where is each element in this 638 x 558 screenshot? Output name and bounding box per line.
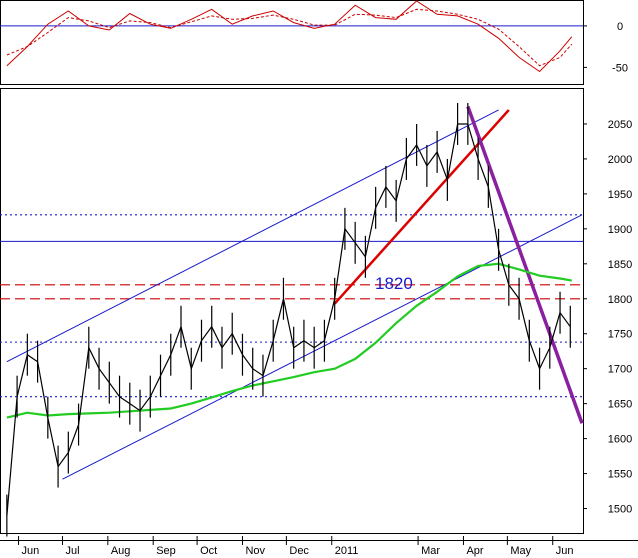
x-axis-ticks: Jun Jul Aug Sep Oct Nov Dec 2011 Mar Apr May Jun (18, 536, 574, 557)
x-tick-label: Aug (111, 545, 131, 557)
oscillator-frame (0, 0, 584, 85)
x-tick-label: Oct (200, 545, 217, 557)
x-tick-label: May (510, 545, 531, 557)
x-tick-label: Dec (289, 545, 309, 557)
price-tick-label: 1900 (608, 224, 632, 236)
x-tick-label: Nov (245, 545, 265, 557)
trend-line-3 (333, 109, 510, 305)
x-tick-label: Jul (65, 545, 79, 557)
trend-lines (6, 105, 584, 480)
price-tick-label: 1550 (608, 469, 632, 481)
oscillator-tick-label: 0 (617, 21, 623, 33)
x-tick-label: Sep (156, 545, 176, 557)
price-tick-label: 1650 (608, 399, 632, 411)
moving-average (6, 262, 572, 419)
x-tick-label: Jun (556, 545, 574, 557)
oscillator-signal-line (6, 8, 573, 67)
oscillator-line (6, 0, 573, 73)
trend-line-4 (466, 105, 584, 424)
price-panel: 2050 2000 1950 1900 1850 1800 1750 1700 1650 1600… (0, 88, 632, 537)
trend-line-2 (62, 214, 583, 480)
horizontal-levels (0, 214, 583, 398)
oscillator-series (6, 0, 573, 73)
moving-average-line (6, 262, 572, 419)
x-tick-label: Jun (22, 545, 40, 557)
price-line (6, 123, 571, 516)
price-tick-label: 1500 (608, 504, 632, 516)
price-tick-label: 1950 (608, 189, 632, 201)
x-tick-label: Mar (421, 545, 440, 557)
level-annotation: 1820 (375, 274, 413, 293)
oscillator-panel: 0 -50 (0, 0, 628, 85)
price-frame (0, 88, 584, 534)
price-tick-label: 2000 (608, 154, 632, 166)
price-tick-label: 2050 (608, 119, 632, 131)
price-tick-label: 1600 (608, 434, 632, 446)
price-tick-label: 1800 (608, 294, 632, 306)
trend-line-1 (6, 109, 499, 363)
oscillator-tick-label: -50 (612, 62, 628, 74)
oscillator-y-axis: 0 -50 (583, 21, 628, 74)
price-bars (6, 102, 571, 537)
price-tick-label: 1700 (608, 364, 632, 376)
price-y-axis: 2050 2000 1950 1900 1850 1800 1750 1700 1650 1600… (583, 119, 632, 516)
x-axis: Jun Jul Aug Sep Oct Nov Dec 2011 Mar Apr May Jun (0, 536, 638, 557)
x-tick-label: Apr (466, 545, 483, 557)
price-tick-label: 1750 (608, 329, 632, 341)
price-tick-label: 1850 (608, 259, 632, 271)
x-tick-label: 2011 (335, 545, 359, 557)
